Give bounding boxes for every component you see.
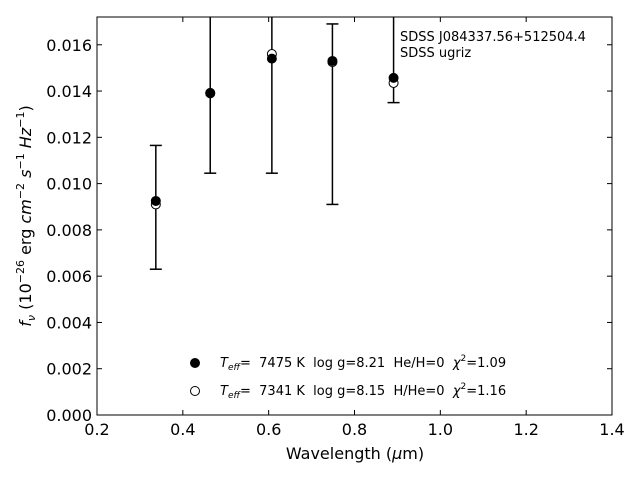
x-tick-label: 0.6: [256, 420, 281, 439]
model-point-filled: [150, 195, 161, 206]
y-tick-label: 0.016: [46, 36, 92, 55]
annotation-object-name: SDSS J084337.56+512504.4: [400, 30, 586, 45]
error-bars: [149, 17, 400, 270]
y-tick-label: 0.006: [46, 267, 92, 286]
y-tick-label: 0.014: [46, 82, 92, 101]
axis-ticks: 0.2 0.4 0.6 0.8 1.0 1.2 1.4 0.000 0.002 0.004 0.00…: [46, 17, 625, 439]
legend-marker-filled: [190, 358, 200, 368]
y-tick-label: 0.012: [46, 128, 92, 147]
y-axis-label: fν (10−26 erg cm−2 s−1 Hz−1): [14, 105, 38, 326]
x-tick-label: 1.0: [428, 420, 453, 439]
y-tick-label: 0.010: [46, 175, 92, 194]
y-tick-label: 0.004: [46, 313, 92, 332]
x-tick-label: 0.4: [170, 420, 195, 439]
x-tick-label: 1.4: [599, 420, 624, 439]
y-tick-label: 0.000: [46, 406, 92, 425]
data-points: [150, 49, 399, 210]
x-tick-label: 0.8: [342, 420, 367, 439]
legend-label-2: Teff= 7341 K log g=8.15 H/He=0 χ2=1.16: [220, 382, 506, 401]
model-point-filled: [205, 88, 216, 99]
legend: Teff= 7475 K log g=8.21 He/H=0 χ2=1.09 T…: [190, 354, 506, 401]
model-point-filled: [327, 55, 338, 66]
model-point-filled: [266, 53, 277, 64]
plot-frame: [96, 16, 613, 416]
y-tick-label: 0.002: [46, 360, 92, 379]
model-point-filled: [388, 72, 399, 83]
x-axis-label: Wavelength (μm): [286, 444, 424, 463]
legend-label-1: Teff= 7475 K log g=8.21 He/H=0 χ2=1.09: [220, 354, 506, 373]
legend-marker-open: [190, 386, 200, 396]
annotation-photometry: SDSS ugriz: [400, 46, 471, 61]
x-tick-label: 1.2: [513, 420, 538, 439]
x-tick-label: 0.2: [84, 420, 109, 439]
y-tick-label: 0.008: [46, 221, 92, 240]
